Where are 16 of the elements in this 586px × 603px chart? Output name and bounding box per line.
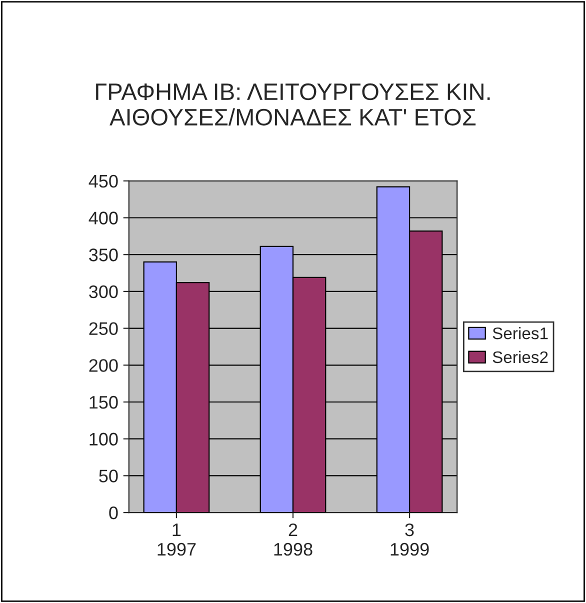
- legend-label: Series2: [492, 350, 548, 364]
- y-tick-label: 350: [89, 248, 118, 262]
- y-tick-label: 150: [90, 396, 118, 409]
- y-tick-label: 100: [90, 432, 118, 446]
- chart-title: ΓΡΑΦΗΜΑ ΙΒ: ΛΕΙΤΟΥΡΓΟΥΣΕΣ ΚΙΝ. ΑΙΘΟΥΣΕΣ/ΜΟΝΑΔΕΣ ΚΑΤ' ΕΤΟΣ: [96, 83, 490, 126]
- y-tick-label: 300: [89, 285, 118, 298]
- x-tick-label: 2 1998: [274, 523, 312, 556]
- y-tick-label: 200: [89, 359, 118, 372]
- legend-label: Series1: [492, 327, 548, 340]
- y-tick-label: 450: [88, 174, 118, 188]
- x-tick-label: 3 1999: [390, 523, 429, 556]
- y-tick-label: 0: [109, 506, 118, 520]
- y-tick-label: 250: [89, 322, 118, 336]
- x-tick-label: 1 1997: [158, 524, 196, 556]
- y-tick-label: 400: [88, 212, 118, 224]
- y-tick-label: 50: [99, 470, 118, 482]
